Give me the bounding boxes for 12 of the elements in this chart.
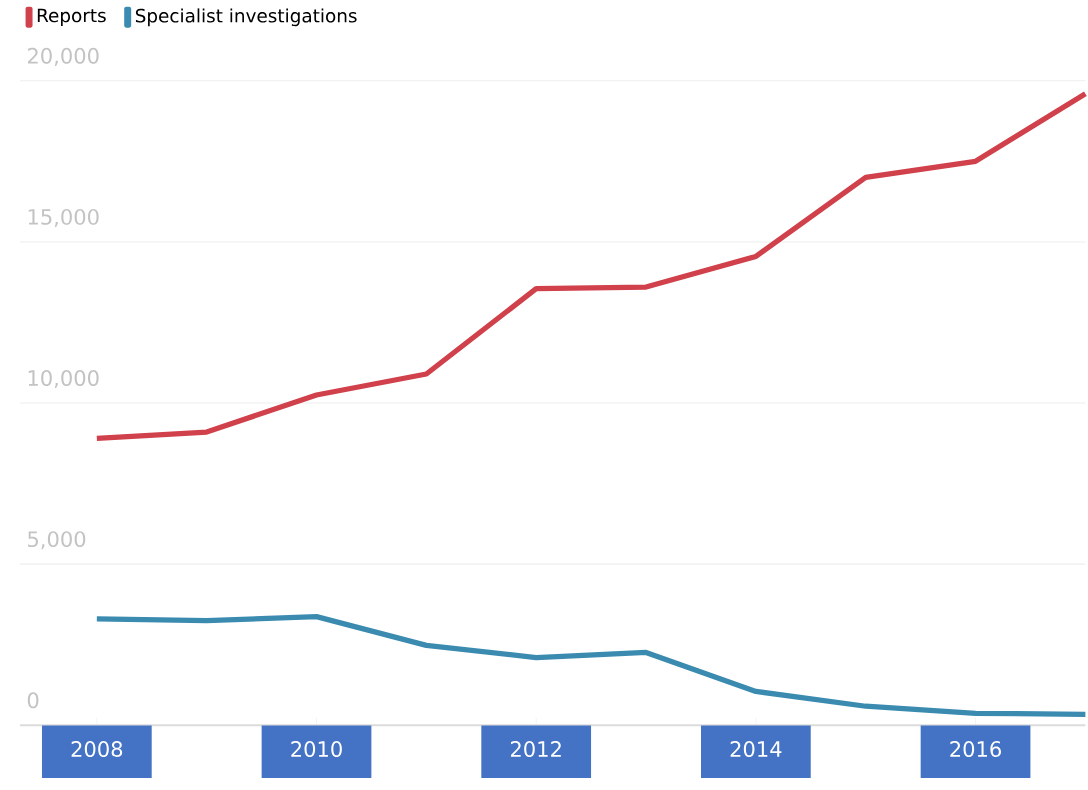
x-tick-label: 2014 <box>730 741 782 757</box>
y-tick-label: 10,000 <box>28 370 99 389</box>
x-tick-label: 2012 <box>510 741 561 757</box>
y-tick-label: 20,000 <box>27 47 99 66</box>
legend-label: Reports <box>37 8 106 26</box>
y-tick-label: 0 <box>27 692 39 709</box>
y-tick-label: 15,000 <box>28 208 99 227</box>
y-tick-label: 5,000 <box>28 531 86 550</box>
x-tick-label: 2010 <box>291 741 342 757</box>
x-tick-label: 2008 <box>71 741 123 757</box>
x-tick-label: 2016 <box>950 741 1001 757</box>
legend-label: Specialist investigations <box>135 8 357 27</box>
